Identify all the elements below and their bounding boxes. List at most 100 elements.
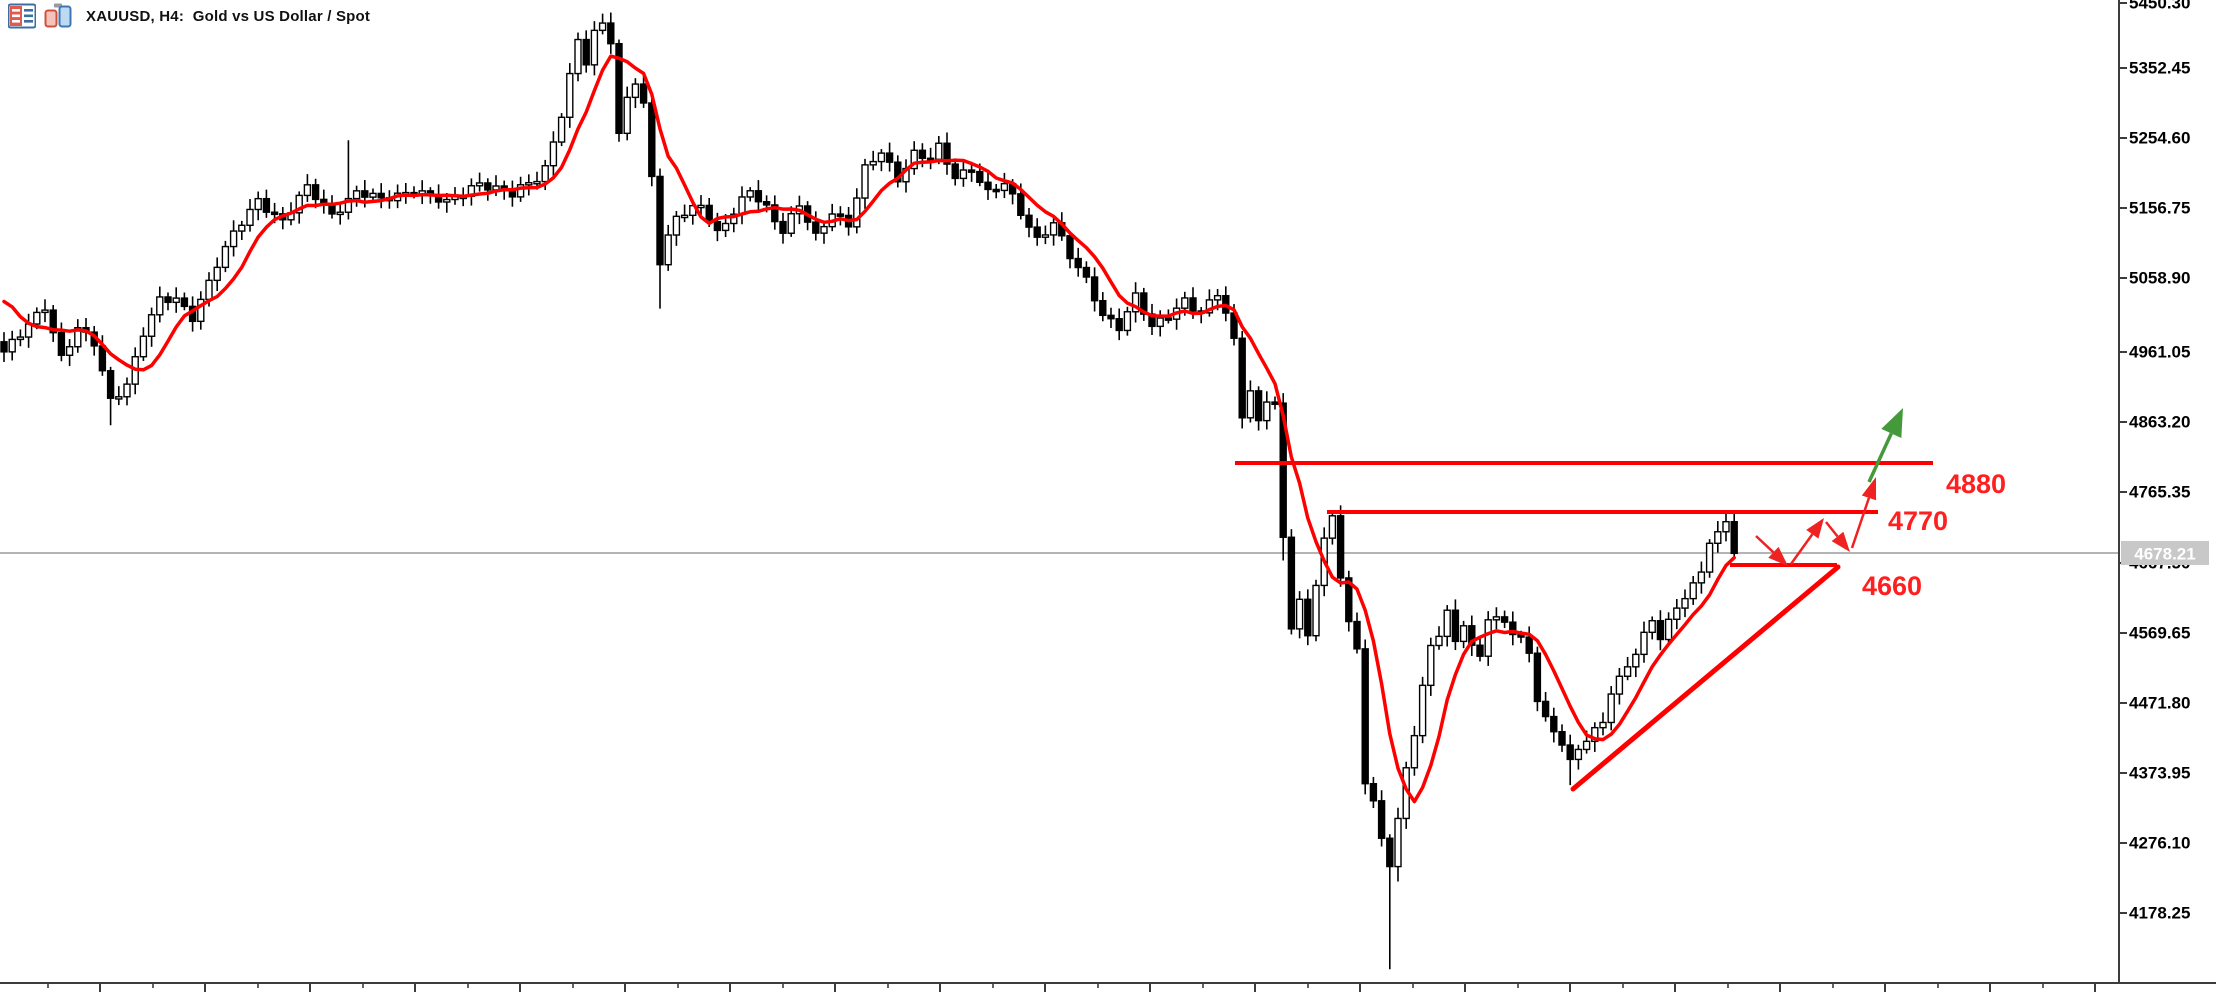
candle	[607, 12, 615, 54]
candle	[320, 189, 328, 214]
candle	[1476, 637, 1484, 662]
candle	[0, 332, 8, 363]
candle	[1492, 607, 1501, 630]
candle	[1484, 611, 1492, 666]
candle	[1566, 734, 1574, 786]
price-level-label-4880[interactable]: 4880	[1946, 469, 2006, 499]
candle	[1623, 656, 1632, 681]
candle	[549, 131, 558, 176]
candle	[1033, 218, 1041, 246]
price-axis-label: 4569.65	[2129, 624, 2190, 643]
candle	[336, 204, 344, 225]
red-path-arrow-3[interactable]	[1825, 521, 1850, 552]
candle	[1090, 267, 1099, 312]
red-path-arrow-4[interactable]	[1850, 477, 1877, 549]
candle	[820, 221, 828, 244]
candle	[1000, 172, 1009, 199]
candle	[1197, 307, 1205, 324]
candle	[123, 377, 131, 406]
candle	[1550, 707, 1558, 743]
red-path-arrow-1[interactable]	[1755, 535, 1788, 566]
candle	[836, 206, 845, 226]
candle	[1066, 231, 1074, 269]
drawing-objects: 4880 4770 4660	[1235, 408, 2006, 792]
candle	[90, 325, 98, 356]
price-axis-label: 5058.90	[2129, 269, 2190, 288]
candle	[1451, 599, 1460, 651]
green-breakout-arrow[interactable]	[1867, 408, 1903, 483]
candle	[746, 187, 754, 202]
candle	[1410, 725, 1419, 776]
candle	[484, 178, 492, 201]
candle	[1558, 724, 1566, 752]
candle	[697, 195, 705, 216]
candle	[49, 305, 57, 342]
candle	[910, 141, 918, 175]
depth-of-market-icon[interactable]	[44, 3, 72, 29]
candle	[779, 212, 787, 244]
candle	[1369, 776, 1378, 809]
price-axis-label: 4373.95	[2129, 764, 2190, 783]
candle	[1049, 216, 1058, 246]
candle	[1533, 646, 1542, 712]
candle	[1443, 605, 1451, 647]
candle	[1673, 598, 1681, 630]
candle	[984, 172, 992, 200]
price-axis-label: 5156.75	[2129, 199, 2190, 218]
candle	[352, 185, 361, 207]
candle	[1377, 790, 1386, 847]
candle	[623, 86, 631, 141]
price-axis-label: 4765.35	[2129, 483, 2190, 502]
candle	[65, 339, 74, 367]
candle	[1361, 639, 1369, 795]
price-level-label-4660[interactable]: 4660	[1862, 571, 1922, 601]
candle	[1427, 637, 1435, 696]
candle	[902, 159, 910, 193]
candle	[1640, 621, 1648, 663]
candle	[771, 195, 779, 230]
candlestick-series	[0, 12, 1738, 970]
candle	[41, 299, 49, 323]
candle	[467, 178, 476, 206]
candle	[1353, 612, 1361, 654]
candle	[738, 186, 746, 225]
candle	[1615, 667, 1624, 705]
candle	[1263, 391, 1271, 430]
candle	[566, 63, 574, 128]
price-axis-label: 4471.80	[2129, 694, 2190, 713]
candle	[106, 366, 115, 426]
red-path-arrow-2[interactable]	[1789, 518, 1824, 565]
candle	[1394, 807, 1402, 882]
candle	[1500, 610, 1509, 629]
candle	[1541, 691, 1550, 722]
candle	[246, 199, 254, 232]
candle	[1148, 303, 1156, 336]
candle	[730, 207, 738, 233]
candle	[1041, 225, 1050, 245]
candle	[369, 188, 377, 201]
moving-average-line[interactable]	[2, 54, 1736, 804]
candle	[1509, 611, 1517, 646]
candle	[180, 292, 189, 311]
candle	[156, 286, 164, 323]
price-axis-label: 4863.20	[2129, 413, 2190, 432]
candle	[656, 168, 664, 309]
time-axis[interactable]	[0, 982, 2216, 992]
quotes-panel-icon[interactable]	[8, 3, 36, 29]
candle	[475, 172, 484, 192]
price-axis-label: 5450.30	[2129, 0, 2190, 13]
candle	[1246, 380, 1255, 423]
rising-trendline[interactable]	[1570, 564, 1841, 792]
candle	[1131, 282, 1140, 323]
candle	[1656, 610, 1665, 651]
candle	[672, 210, 681, 246]
candle	[1459, 620, 1468, 649]
price-level-label-4770[interactable]: 4770	[1888, 506, 1948, 536]
candle	[1697, 561, 1706, 594]
candle	[754, 180, 763, 213]
candle	[959, 160, 968, 187]
candle	[1664, 612, 1673, 645]
candle	[1115, 308, 1123, 341]
price-axis[interactable]: 5450.30 5352.45 5254.60 5156.75 5058.90 4961.…	[2118, 0, 2190, 983]
